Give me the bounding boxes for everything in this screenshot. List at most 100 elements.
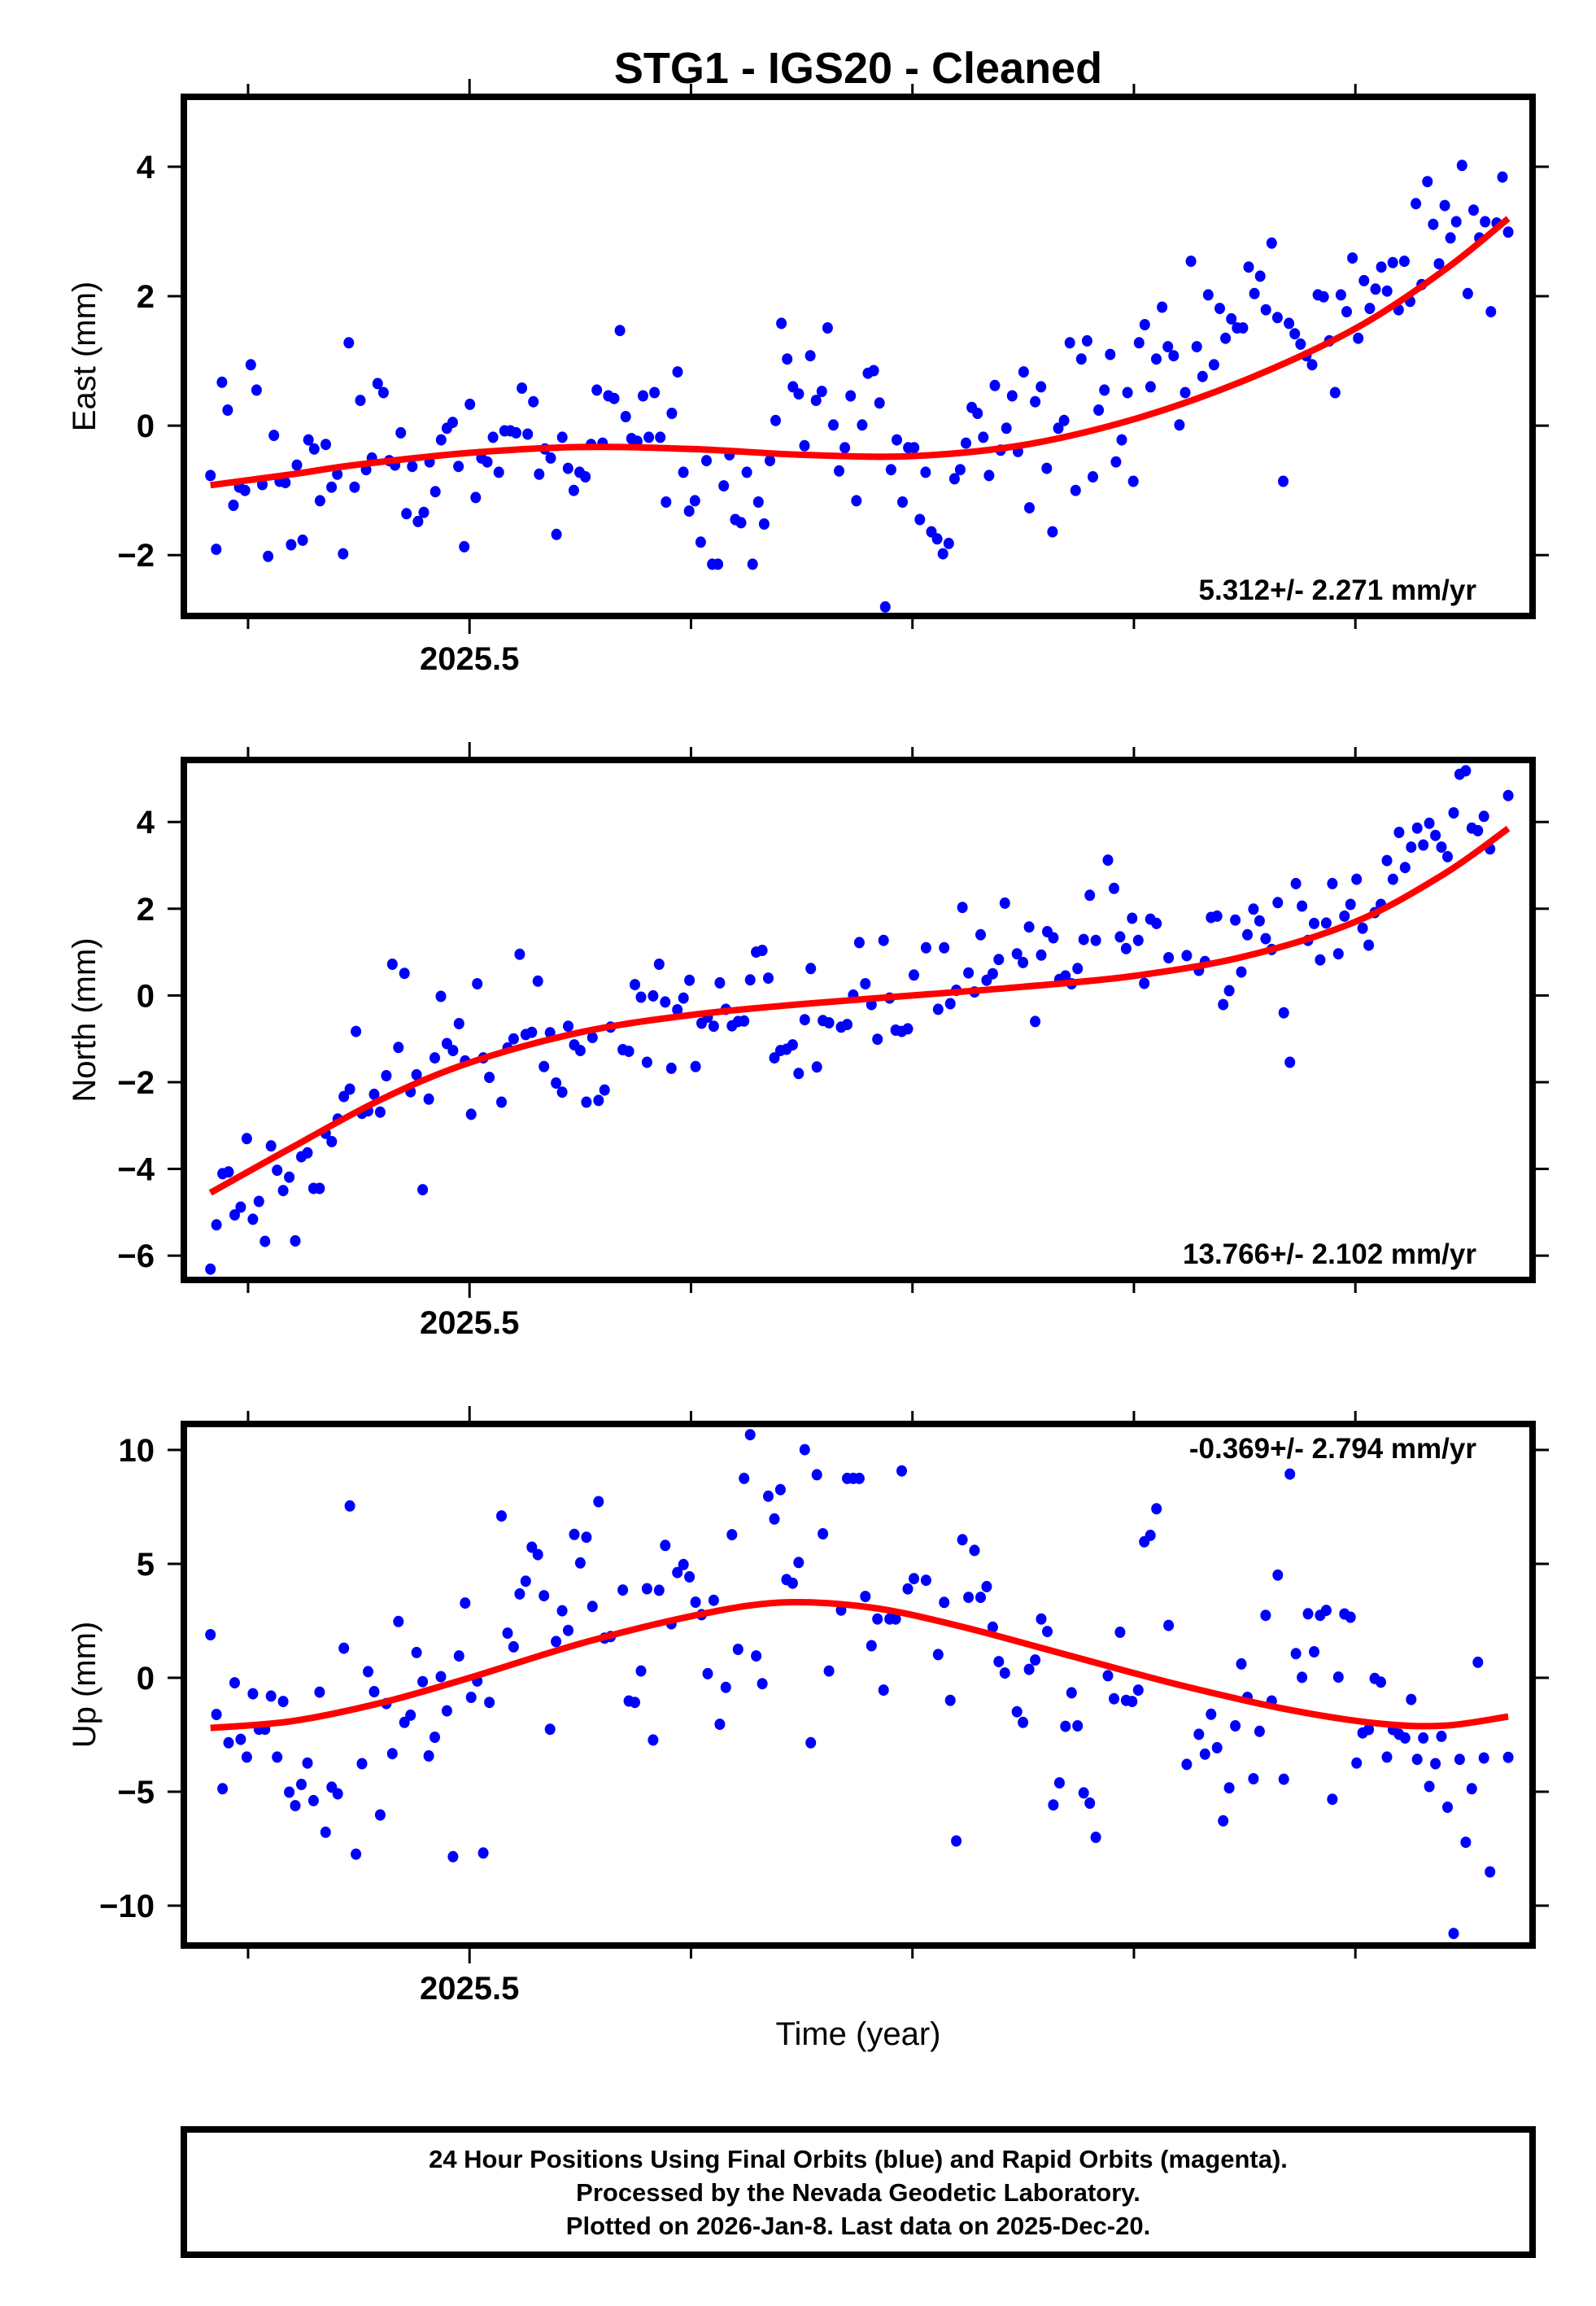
- data-point: [987, 967, 998, 980]
- data-point: [1030, 1654, 1041, 1666]
- data-point: [320, 1826, 331, 1838]
- data-point: [464, 398, 476, 410]
- data-point: [983, 469, 995, 482]
- data-point: [1284, 1056, 1296, 1068]
- data-point: [1411, 1754, 1423, 1766]
- data-point: [897, 496, 908, 508]
- data-point: [1297, 900, 1308, 912]
- data-point: [776, 317, 787, 330]
- data-point: [822, 322, 833, 334]
- data-point: [514, 1588, 525, 1600]
- data-point: [556, 1086, 568, 1098]
- data-point: [1351, 1757, 1363, 1769]
- data-point: [211, 1219, 222, 1231]
- data-point: [708, 1020, 719, 1033]
- data-point: [591, 384, 603, 396]
- data-point: [338, 1642, 350, 1654]
- data-point: [532, 975, 543, 987]
- data-point: [660, 996, 671, 1008]
- fit-curve-east: [210, 216, 1511, 489]
- data-point: [1260, 932, 1271, 945]
- data-point: [1254, 915, 1265, 927]
- data-point: [828, 419, 839, 431]
- data-point: [1442, 850, 1453, 863]
- data-point: [726, 1529, 738, 1541]
- data-point: [1248, 903, 1259, 915]
- data-point: [678, 1558, 689, 1570]
- data-point: [372, 378, 383, 390]
- data-point: [770, 414, 781, 426]
- data-point: [229, 1677, 240, 1689]
- data-point: [1185, 255, 1197, 268]
- data-point: [1278, 1007, 1289, 1019]
- data-point: [1206, 1708, 1217, 1720]
- data-point: [1193, 1728, 1205, 1740]
- data-point: [1357, 922, 1368, 934]
- data-point: [1351, 873, 1363, 885]
- data-point: [1048, 932, 1059, 944]
- data-point: [326, 1136, 338, 1147]
- data-point: [297, 534, 308, 546]
- data-point: [638, 390, 648, 402]
- data-point: [744, 1429, 756, 1441]
- data-point: [1399, 862, 1411, 874]
- data-point: [1478, 1752, 1489, 1764]
- data-point: [1411, 822, 1423, 834]
- data-point: [332, 1788, 343, 1800]
- data-point: [993, 954, 1005, 966]
- data-point: [1363, 939, 1375, 951]
- data-point: [326, 481, 338, 493]
- data-point: [356, 1758, 368, 1770]
- y-tick-label: 4: [137, 150, 155, 186]
- data-point: [1502, 1751, 1514, 1763]
- data-point: [720, 1681, 731, 1693]
- data-point: [951, 1835, 962, 1847]
- data-point: [1327, 1793, 1338, 1806]
- data-point: [1318, 290, 1329, 303]
- data-point: [386, 959, 398, 970]
- data-point: [338, 548, 349, 560]
- data-point: [1090, 1832, 1101, 1843]
- data-point: [423, 1093, 434, 1105]
- data-point: [885, 464, 896, 476]
- data-point: [631, 435, 643, 448]
- data-point: [1387, 256, 1398, 269]
- data-point: [896, 1465, 907, 1477]
- data-point: [944, 1694, 956, 1706]
- data-point: [332, 468, 343, 480]
- data-point: [714, 976, 726, 989]
- data-point: [1180, 387, 1191, 399]
- data-point: [539, 1060, 550, 1072]
- data-point: [368, 1088, 380, 1100]
- data-point: [661, 496, 672, 508]
- data-point: [1163, 1619, 1175, 1631]
- data-point: [718, 480, 730, 492]
- data-point: [739, 1472, 750, 1484]
- data-point: [484, 1072, 495, 1084]
- data-point: [381, 1070, 392, 1081]
- data-point: [1174, 419, 1185, 431]
- data-point: [265, 1140, 277, 1152]
- data-point: [314, 1686, 325, 1698]
- fit-curve-up: [210, 1598, 1509, 1732]
- data-point: [999, 897, 1010, 909]
- data-point: [672, 366, 683, 378]
- data-point: [482, 456, 493, 468]
- data-point: [235, 1201, 246, 1213]
- data-point: [401, 508, 412, 520]
- data-point: [1335, 289, 1346, 301]
- data-point: [441, 1705, 452, 1717]
- data-point: [932, 1003, 944, 1015]
- data-point: [1502, 226, 1514, 238]
- data-point: [1472, 1656, 1484, 1668]
- data-point: [1157, 301, 1168, 313]
- data-point: [465, 1692, 477, 1703]
- data-point: [1406, 1693, 1417, 1705]
- data-point: [343, 337, 355, 349]
- data-point: [1072, 963, 1084, 975]
- data-point: [1376, 1676, 1386, 1688]
- data-point: [268, 430, 280, 442]
- data-point: [1502, 789, 1514, 801]
- data-point: [975, 1592, 986, 1604]
- data-point: [1041, 462, 1053, 474]
